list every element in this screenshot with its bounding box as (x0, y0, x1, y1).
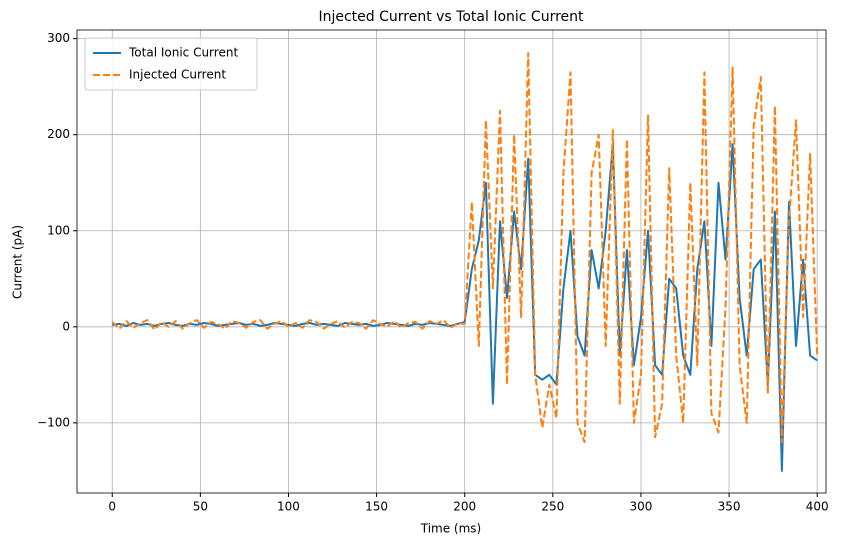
legend-box (84, 37, 258, 91)
x-tick-label: 400 (806, 500, 829, 514)
chart-title: Injected Current vs Total Ionic Current (318, 9, 584, 25)
y-axis-label: Current (pA) (11, 225, 25, 299)
x-tick-label: 150 (365, 500, 388, 514)
x-tick-label: 300 (629, 500, 652, 514)
y-tick-label: 300 (47, 31, 70, 45)
plot-frame (76, 29, 827, 494)
x-tick-label: 350 (718, 500, 741, 514)
x-tick-label: 250 (541, 500, 564, 514)
legend-label: Total Ionic Current (128, 46, 238, 60)
y-tick-label: 0 (62, 319, 70, 333)
x-axis-label: Time (ms) (420, 522, 482, 536)
y-tick-label: 100 (47, 223, 70, 237)
y-tick-label: 200 (47, 127, 70, 141)
x-tick-label: 200 (453, 500, 476, 514)
x-tick-label: 0 (108, 500, 116, 514)
legend-label: Injected Current (129, 68, 226, 82)
y-tick-label: −100 (37, 415, 70, 429)
x-tick-label: 100 (277, 500, 300, 514)
x-tick-label: 50 (193, 500, 208, 514)
legend: Total Ionic Current Injected Current (84, 37, 258, 91)
data-line (111, 52, 819, 444)
